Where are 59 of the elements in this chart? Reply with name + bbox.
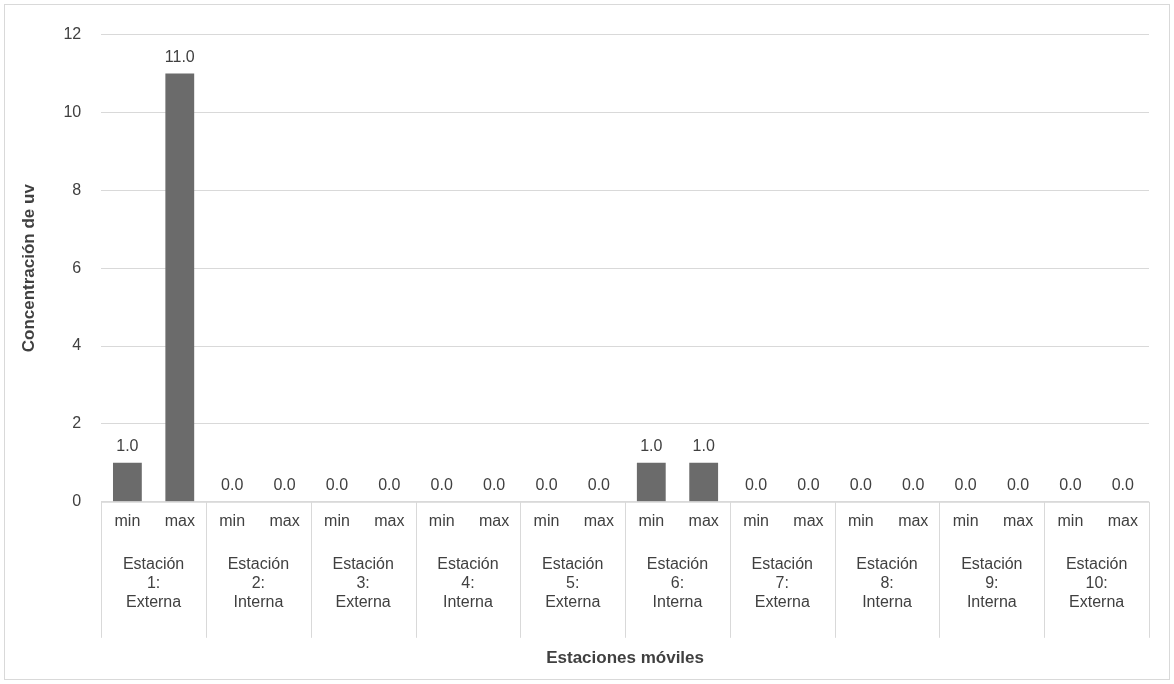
- y-tick-label: 2: [72, 414, 82, 432]
- data-label: 0.0: [1006, 476, 1030, 494]
- data-label: 0.0: [483, 476, 506, 494]
- x-tick-label: max: [1107, 511, 1138, 529]
- x-tick-label: min: [533, 511, 560, 529]
- data-label: 0.0: [273, 476, 296, 494]
- y-tick-label: 8: [72, 180, 82, 198]
- data-label: 1.0: [640, 437, 663, 455]
- text: Estación 5: Externa: [542, 555, 604, 611]
- x-tick-label: max: [479, 511, 510, 529]
- data-label: 0.0: [587, 476, 611, 494]
- x-tick-label: max: [898, 511, 929, 529]
- x-tick-label: max: [374, 511, 405, 529]
- x-tick-label: min: [428, 511, 455, 529]
- text: Estación 10: Externa: [1065, 555, 1128, 611]
- text: Estación 7: Externa: [751, 555, 813, 611]
- x-tick-label: min: [847, 511, 874, 529]
- text: Estación 1: Externa: [122, 555, 185, 611]
- x-tick-label: max: [583, 511, 615, 529]
- x-tick-label: min: [324, 511, 350, 529]
- data-label: 0.0: [378, 476, 401, 494]
- x-tick-label: max: [269, 511, 300, 529]
- x-tick-label: max: [793, 511, 824, 529]
- data-label: 0.0: [325, 476, 349, 494]
- text: Estación 9: Interna: [961, 555, 1023, 611]
- data-label: 0.0: [902, 476, 925, 494]
- data-label: 0.0: [221, 476, 244, 494]
- y-tick-label: 6: [72, 258, 82, 276]
- y-tick-label: 10: [63, 102, 82, 120]
- data-label: 0.0: [535, 476, 558, 494]
- x-tick-label: min: [638, 511, 665, 529]
- x-tick-label: min: [114, 511, 141, 529]
- data-label: 0.0: [744, 476, 768, 494]
- data-label: 0.0: [1059, 476, 1082, 494]
- x-tick-label: min: [1057, 511, 1084, 529]
- x-tick-label: min: [952, 511, 979, 529]
- text: Estación 6: Interna: [646, 555, 709, 611]
- x-tick-label: min: [219, 511, 246, 529]
- x-tick-label: max: [164, 511, 195, 529]
- y-tick-label: 4: [72, 336, 82, 354]
- data-label: 0.0: [797, 476, 820, 494]
- data-label: 11.0: [164, 47, 195, 65]
- text: Estación 3: Externa: [332, 555, 394, 611]
- x-tick-label: min: [743, 511, 769, 529]
- data-label: 1.0: [116, 437, 139, 455]
- text: Estaciones móviles: [546, 648, 704, 668]
- data-label: 0.0: [430, 476, 453, 494]
- data-label: 1.0: [692, 437, 715, 455]
- text: Estación 8: Interna: [856, 555, 918, 611]
- text: Estación 4: Interna: [437, 555, 499, 611]
- x-tick-label: max: [688, 511, 719, 529]
- data-label: 0.0: [1111, 476, 1135, 494]
- data-label: 0.0: [849, 476, 873, 494]
- y-tick-label: 12: [63, 25, 82, 43]
- data-label: 0.0: [954, 476, 977, 494]
- y-tick-label: 0: [72, 492, 82, 510]
- text: Estación 2: Interna: [227, 555, 290, 611]
- x-tick-label: max: [1002, 511, 1034, 529]
- y-axis-title: Concentración de uv: [18, 183, 38, 353]
